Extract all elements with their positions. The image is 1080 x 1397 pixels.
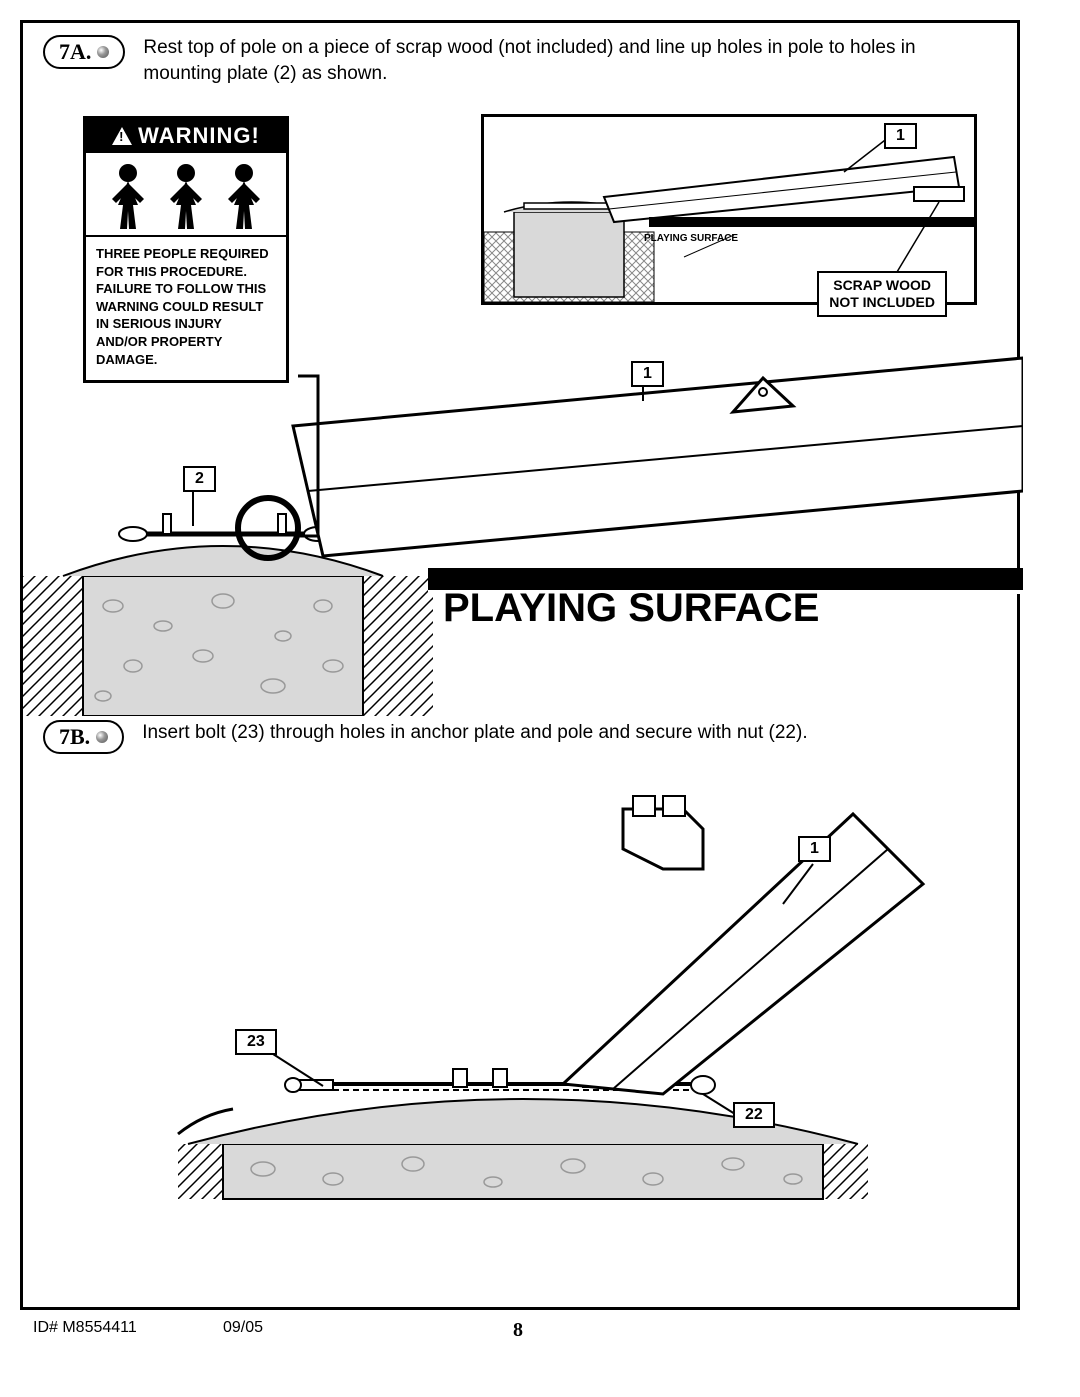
step-7a-header: 7A. Rest top of pole on a piece of scrap… (23, 23, 1017, 86)
manual-page: 7A. Rest top of pole on a piece of scrap… (20, 20, 1020, 1310)
page-footer: ID# M8554411 09/05 8 (23, 1319, 1017, 1337)
callout-22: 22 (733, 1102, 775, 1128)
badge-dot-icon (96, 731, 108, 743)
diagram-7b: 1 23 22 (23, 754, 1017, 1204)
person-icon (100, 161, 156, 231)
main-diagram-7b (23, 754, 1023, 1204)
step-7b-badge-text: 7B. (59, 724, 90, 750)
step-7b-header: 7B. Insert bolt (23) through holes in an… (23, 716, 1017, 754)
step-7b-badge: 7B. (43, 720, 124, 754)
warning-header: WARNING! (86, 119, 286, 153)
badge-dot-icon (97, 46, 109, 58)
callout-2-main: 2 (183, 466, 216, 492)
people-icons (86, 153, 286, 237)
step-7a-text: Rest top of pole on a piece of scrap woo… (143, 35, 997, 86)
footer-page: 8 (513, 1319, 523, 1342)
scrap-wood-line2: NOT INCLUDED (829, 294, 935, 310)
scrap-wood-label: SCRAP WOOD NOT INCLUDED (817, 271, 947, 317)
footer-id: ID# M8554411 (33, 1319, 137, 1337)
playing-surface-label-big: PLAYING SURFACE (443, 586, 819, 631)
callout-1-b: 1 (798, 836, 831, 862)
person-icon (216, 161, 272, 231)
step-7b-text: Insert bolt (23) through holes in anchor… (142, 720, 997, 746)
footer-date: 09/05 (223, 1319, 263, 1337)
step-7a-badge: 7A. (43, 35, 125, 69)
person-icon (158, 161, 214, 231)
warning-body: THREE PEOPLE REQUIRED FOR THIS PROCEDURE… (86, 237, 286, 380)
warning-header-text: WARNING! (138, 123, 260, 149)
warning-triangle-icon (112, 127, 132, 145)
step-7a-badge-text: 7A. (59, 39, 91, 65)
warning-box: WARNING! THREE PEOPLE REQUIRED FOR THIS … (83, 116, 289, 383)
callout-1-main: 1 (631, 361, 664, 387)
callout-23: 23 (235, 1029, 277, 1055)
diagram-7a: WARNING! THREE PEOPLE REQUIRED FOR THIS … (23, 96, 1017, 716)
scrap-wood-line1: SCRAP WOOD (833, 277, 931, 293)
